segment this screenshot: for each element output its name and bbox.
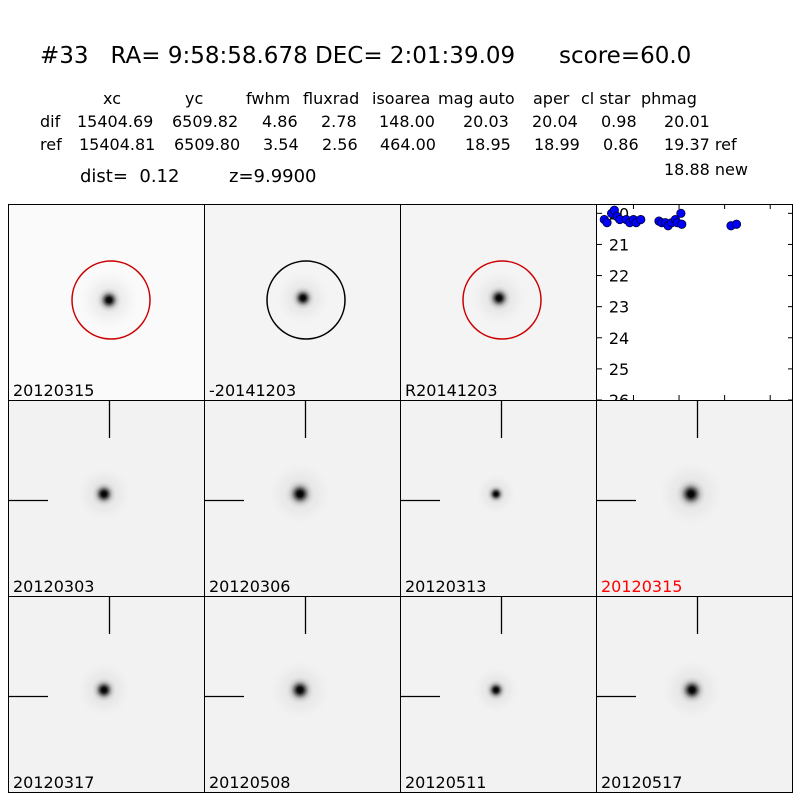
stamp-date-label: 20120317 — [13, 773, 95, 792]
cell-aper: 20.04 — [532, 112, 578, 131]
dist-value: dist= 0.12 — [80, 166, 180, 187]
source-blob — [90, 480, 118, 508]
source-blob — [485, 483, 507, 505]
data-point — [676, 208, 686, 218]
stamp-image-svg — [205, 400, 401, 596]
stamp-date-label: 20120303 — [13, 577, 95, 596]
timeseries-stamp: 20120508 — [205, 596, 401, 792]
redshift-value: z=9.9900 — [229, 166, 317, 187]
timeseries-stamp: 20120303 — [9, 400, 205, 596]
data-point — [602, 218, 612, 228]
source-blob — [90, 676, 118, 704]
cell-xc: 15404.81 — [79, 135, 156, 154]
col-header-fluxrad: fluxrad — [303, 89, 360, 108]
source-blob — [676, 674, 708, 706]
cell-fluxrad: 2.56 — [322, 135, 358, 154]
cell-yc: 6509.80 — [174, 135, 241, 154]
stamp-new-image: 20120315 — [9, 204, 205, 400]
stamp-difference-image: -20141203 — [205, 204, 401, 400]
col-header-yc: yc — [185, 89, 204, 108]
timeseries-stamp: 20120313 — [401, 400, 597, 596]
col-header-fwhm: fwhm — [246, 89, 291, 108]
candidate-title: #33 RA= 9:58:58.678 DEC= 2:01:39.09 scor… — [40, 43, 692, 69]
timeseries-stamp: 20120517 — [597, 596, 793, 792]
col-header-isoarea: isoarea — [372, 89, 431, 108]
col-header-magauto: mag auto — [438, 89, 515, 108]
data-point — [731, 219, 742, 229]
y-tick-label: 24 — [609, 329, 629, 348]
row-label: dif — [40, 112, 61, 131]
source-blob — [674, 477, 708, 511]
col-header-clstar: cl star — [581, 89, 631, 108]
source-blob — [284, 674, 316, 706]
cell-yc: 6509.82 — [172, 112, 239, 131]
row-label: ref — [40, 135, 62, 154]
stamp-date-label: 20120306 — [209, 577, 291, 596]
stamp-reference-svg — [401, 204, 597, 400]
stamp-date-label-current: 20120315 — [601, 577, 683, 596]
cell-aper: 18.99 — [534, 135, 580, 154]
stamp-image-svg — [9, 400, 205, 596]
col-header-aper: aper — [533, 89, 570, 108]
col-header-xc: xc — [103, 89, 121, 108]
stamp-date-label: 20120511 — [405, 773, 487, 792]
source-blob — [95, 286, 123, 314]
stamp-label: -20141203 — [209, 381, 297, 400]
timeseries-stamp: 20120511 — [401, 596, 597, 792]
cell-clstar: 0.98 — [601, 112, 637, 131]
stamp-date-label: 20120508 — [209, 773, 291, 792]
timeseries-stamp: 20120317 — [9, 596, 205, 792]
cell-isoarea: 464.00 — [380, 135, 436, 154]
cell-clstar: 0.86 — [603, 135, 639, 154]
stamp-image-svg — [205, 596, 401, 792]
timeseries-stamp: 20120306 — [205, 400, 401, 596]
stamp-image-svg — [9, 596, 205, 792]
stamp-image-svg — [401, 400, 597, 596]
y-tick-label: 23 — [609, 298, 629, 317]
stamp-difference-svg — [205, 204, 401, 400]
stamp-label: R20141203 — [405, 381, 498, 400]
cell-magauto: 18.95 — [465, 135, 511, 154]
cell-xc: 15404.69 — [77, 112, 154, 131]
source-blob — [485, 284, 513, 312]
stamp-image-svg — [597, 596, 793, 792]
stamp-reference-image: R20141203 — [401, 204, 597, 400]
stamp-date-label: 20120313 — [405, 577, 487, 596]
source-blob — [289, 284, 317, 312]
y-tick-label: 22 — [609, 267, 629, 286]
stamp-new-svg — [9, 204, 205, 400]
cell-isoarea: 148.00 — [379, 112, 435, 131]
source-blob — [283, 477, 317, 511]
cell-phmag: 19.37 ref — [664, 135, 737, 154]
data-point — [636, 214, 646, 225]
cell-fluxrad: 2.78 — [321, 112, 357, 131]
cell-fwhm: 4.86 — [262, 112, 298, 131]
timeseries-stamp: 20120315 — [597, 400, 793, 596]
cell-fwhm: 3.54 — [263, 135, 299, 154]
stamp-label: 20120315 — [13, 381, 95, 400]
y-tick-label: 21 — [609, 235, 629, 254]
y-tick-label: 25 — [609, 360, 629, 379]
stamp-image-svg — [401, 596, 597, 792]
col-header-phmag: phmag — [641, 89, 697, 108]
cell-phmag: 20.01 — [664, 112, 710, 131]
stamp-image-svg — [597, 400, 793, 596]
stamp-date-label: 20120517 — [601, 773, 683, 792]
source-blob — [484, 678, 508, 702]
data-point — [677, 219, 687, 229]
cell-magauto: 20.03 — [463, 112, 509, 131]
phmag-new: 18.88 new — [664, 160, 748, 179]
